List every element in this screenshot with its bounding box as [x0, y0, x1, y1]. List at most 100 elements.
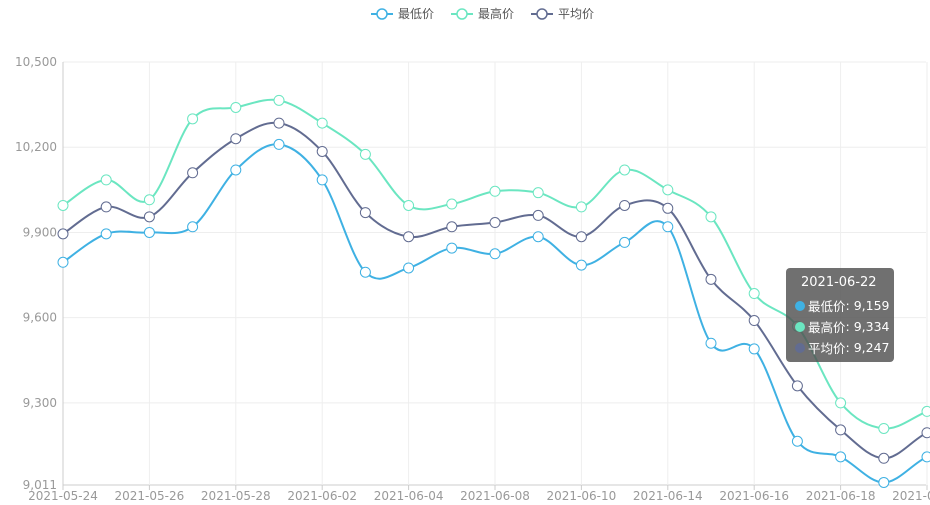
legend-marker-0 — [376, 8, 388, 20]
data-point-2 — [878, 452, 890, 464]
data-point-2 — [143, 211, 155, 223]
data-point-0 — [662, 221, 674, 233]
data-point-0 — [359, 266, 371, 278]
legend-label-2: 平均价 — [558, 7, 594, 21]
data-point-2 — [57, 228, 69, 240]
x-tick-label: 2021-06-02 — [287, 489, 357, 501]
data-point-2 — [187, 167, 199, 179]
data-point-0 — [705, 337, 717, 349]
tooltip-row-avg: 平均价: 9,247 — [795, 337, 894, 358]
data-point-0 — [748, 343, 760, 355]
data-point-2 — [835, 424, 847, 436]
data-point-2 — [662, 202, 674, 214]
data-point-1 — [57, 199, 69, 211]
data-point-2 — [316, 145, 328, 157]
tooltip-title: 2021-06-22 — [801, 275, 877, 290]
data-point-1 — [619, 164, 631, 176]
y-tick-label: 9,600 — [23, 311, 57, 325]
x-tick-label: 2021-06-14 — [633, 489, 703, 501]
data-point-1 — [273, 94, 285, 106]
data-point-1 — [575, 201, 587, 213]
data-point-1 — [921, 405, 930, 417]
data-point-0 — [143, 226, 155, 238]
data-point-1 — [446, 198, 458, 210]
x-tick-label: 2021-06-10 — [547, 489, 617, 501]
data-point-1 — [835, 397, 847, 409]
x-tick-label: 2021-05-24 — [28, 489, 98, 501]
data-point-0 — [835, 451, 847, 463]
x-tick-label: 2021-05-28 — [201, 489, 271, 501]
data-point-0 — [921, 451, 930, 463]
x-tick-label: 2021-06-22 — [892, 489, 930, 501]
y-tick-label: 10,200 — [15, 140, 57, 154]
data-point-1 — [316, 117, 328, 129]
legend-label-1: 最高价 — [478, 6, 514, 21]
legend-marker-2 — [536, 8, 548, 20]
data-point-1 — [489, 185, 501, 197]
tooltip-dot-high — [795, 321, 805, 332]
data-point-1 — [748, 288, 760, 300]
data-point-2 — [532, 209, 544, 221]
x-tick-label: 2021-06-18 — [806, 489, 876, 501]
legend-label-0: 最低价 — [398, 7, 434, 21]
x-tick-label: 2021-05-26 — [115, 489, 185, 501]
data-point-0 — [57, 256, 69, 268]
data-point-2 — [575, 231, 587, 243]
data-point-0 — [187, 221, 199, 233]
x-tick-label: 2021-06-04 — [374, 489, 444, 501]
y-tick-label: 9,011 — [23, 478, 57, 492]
data-point-0 — [316, 174, 328, 186]
tooltip-row-high: 最高价: 9,334 — [795, 316, 894, 337]
y-tick-label: 9,300 — [23, 396, 57, 410]
data-point-1 — [403, 199, 415, 211]
series-line-1 — [62, 98, 930, 430]
data-point-1 — [230, 101, 242, 113]
data-point-0 — [100, 228, 112, 240]
tooltip-row-low: 最低价: 9,159 — [795, 295, 894, 316]
data-point-0 — [791, 435, 803, 447]
tooltip-dot-avg — [795, 342, 805, 353]
data-point-1 — [705, 211, 717, 223]
data-point-1 — [100, 174, 112, 186]
x-tick-label: 2021-06-08 — [460, 489, 530, 501]
data-point-1 — [532, 187, 544, 199]
y-tick-label: 10,500 — [15, 55, 57, 69]
data-point-2 — [273, 117, 285, 129]
data-point-1 — [878, 422, 890, 434]
data-point-0 — [446, 242, 458, 254]
data-point-0 — [230, 164, 242, 176]
data-point-2 — [359, 207, 371, 219]
x-tick-label: 2021-06-16 — [719, 489, 789, 501]
series-line-2 — [62, 121, 930, 460]
tooltip-dot-low — [795, 300, 805, 311]
data-point-2 — [921, 427, 930, 439]
data-point-2 — [619, 199, 631, 211]
data-point-0 — [619, 236, 631, 248]
data-point-2 — [791, 380, 803, 392]
tooltip-value-avg: 9,247 — [853, 340, 890, 355]
data-point-1 — [359, 148, 371, 160]
data-point-0 — [532, 231, 544, 243]
data-point-1 — [187, 113, 199, 125]
data-point-0 — [489, 248, 501, 260]
legend-marker-1 — [456, 8, 468, 20]
data-point-2 — [748, 315, 760, 327]
tooltip-label-avg: 平均价 — [808, 341, 846, 356]
y-tick-label: 9,900 — [23, 225, 57, 239]
data-point-0 — [273, 138, 285, 150]
data-point-0 — [878, 476, 890, 488]
data-point-2 — [489, 217, 501, 229]
data-point-2 — [230, 133, 242, 145]
data-point-1 — [143, 194, 155, 206]
data-point-0 — [403, 262, 415, 274]
tooltip-label-high: 最高价 — [808, 320, 846, 335]
data-point-0 — [575, 259, 587, 271]
data-point-2 — [705, 273, 717, 285]
data-point-1 — [662, 184, 674, 196]
data-point-2 — [446, 221, 458, 233]
data-point-2 — [403, 231, 415, 243]
chart-tooltip: 2021-06-22 最低价: 9,159 最高价: 9,334 平均价: 9,… — [786, 268, 894, 362]
tooltip-value-low: 9,159 — [853, 298, 890, 313]
